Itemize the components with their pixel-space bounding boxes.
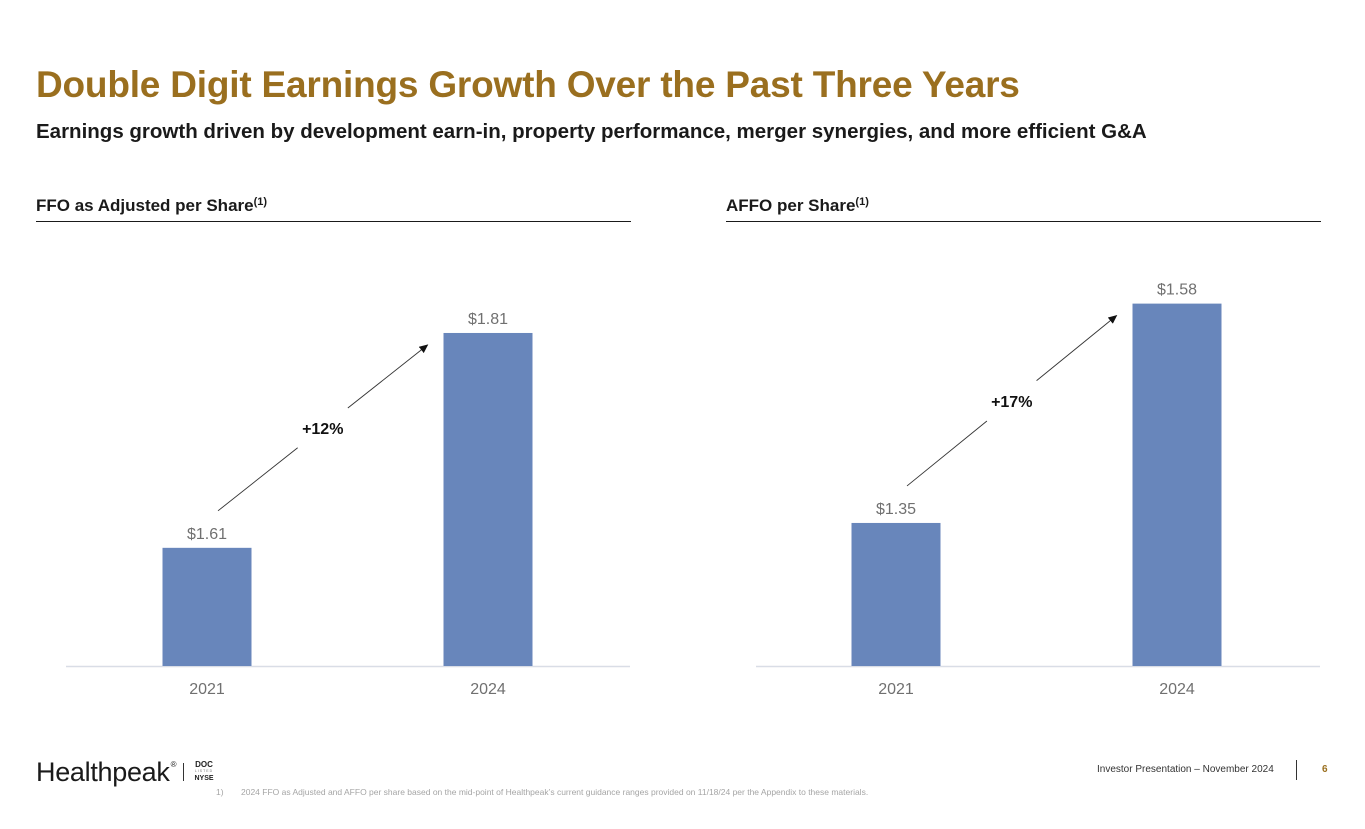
ffo-footnote-ref: (1) bbox=[253, 196, 268, 208]
affo-tick-label-2024: 2024 bbox=[1159, 681, 1195, 698]
ffo-growth-annotation: +12% bbox=[302, 421, 343, 438]
logo-divider bbox=[183, 763, 184, 781]
ffo-chart-title-text: FFO as Adjusted per Share bbox=[36, 196, 254, 215]
ffo-growth-arrow-upper bbox=[347, 344, 429, 409]
affo-value-label-2021: $1.35 bbox=[876, 501, 916, 518]
ticker-exchange: NYSE bbox=[194, 774, 214, 782]
affo-growth-arrow-upper bbox=[1036, 314, 1118, 381]
footnote-text: 2024 FFO as Adjusted and AFFO per share … bbox=[241, 787, 869, 797]
ffo-bar-2021 bbox=[162, 547, 252, 666]
footer-divider bbox=[1296, 760, 1297, 780]
ffo-tick-label-2024: 2024 bbox=[470, 681, 506, 698]
affo-value-label-2024: $1.58 bbox=[1157, 282, 1197, 299]
affo-growth-annotation: +17% bbox=[991, 394, 1032, 411]
affo-bar-2024 bbox=[1132, 303, 1222, 666]
affo-tick-label-2021: 2021 bbox=[878, 681, 914, 698]
ticker-symbol: DOC bbox=[195, 760, 213, 769]
affo-growth-arrow-lower bbox=[906, 420, 988, 487]
footnote: 1) 2024 FFO as Adjusted and AFFO per shar… bbox=[216, 787, 868, 797]
presentation-label: Investor Presentation – November 2024 bbox=[1097, 764, 1274, 775]
ffo-title-rule bbox=[36, 221, 631, 222]
footnote-number: 1) bbox=[216, 787, 224, 797]
affo-footnote-ref: (1) bbox=[855, 196, 869, 208]
registered-mark: ® bbox=[170, 760, 177, 769]
affo-title-rule bbox=[726, 221, 1321, 222]
healthpeak-logo: Healthpeak® bbox=[36, 757, 176, 788]
page-number: 6 bbox=[1322, 764, 1328, 775]
ffo-value-label-2021: $1.61 bbox=[187, 526, 227, 543]
ffo-growth-arrow-lower bbox=[217, 447, 298, 512]
affo-chart-title: AFFO per Share(1) bbox=[726, 196, 869, 216]
ffo-tick-label-2021: 2021 bbox=[189, 681, 225, 698]
page-title: Double Digit Earnings Growth Over the Pa… bbox=[36, 64, 1020, 105]
ticker-listed: LISTED bbox=[194, 769, 214, 773]
affo-bar-2021 bbox=[851, 522, 941, 666]
page-subtitle: Earnings growth driven by development ea… bbox=[36, 120, 1147, 143]
ffo-bar-2024 bbox=[443, 332, 533, 666]
nyse-ticker-badge: DOC LISTED NYSE bbox=[192, 761, 216, 782]
ffo-value-label-2024: $1.81 bbox=[468, 311, 508, 328]
affo-chart-title-text: AFFO per Share bbox=[726, 196, 856, 215]
ffo-chart-title: FFO as Adjusted per Share(1) bbox=[36, 196, 267, 216]
logo-text: Healthpeak bbox=[36, 757, 170, 787]
